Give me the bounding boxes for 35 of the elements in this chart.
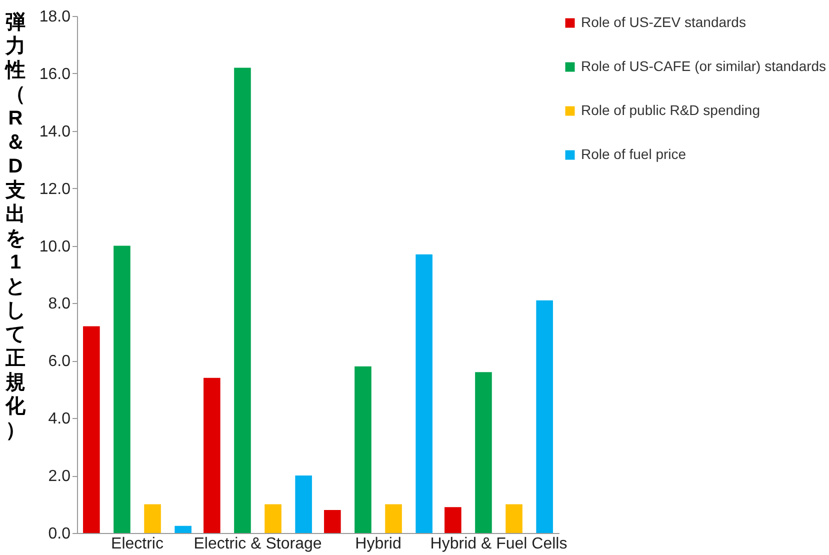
bar — [264, 504, 282, 533]
x-tick-label: Hybrid & Fuel Cells — [430, 536, 568, 552]
legend-label: Role of fuel price — [581, 146, 686, 162]
bar — [324, 510, 341, 533]
y-tick-label: 14.0 — [39, 123, 71, 140]
bar — [204, 378, 220, 533]
bar — [234, 68, 251, 533]
legend-label: Role of US-CAFE (or similar) standards — [581, 58, 826, 74]
x-tick-label: Electric & Storage — [194, 536, 322, 552]
bar — [174, 526, 192, 533]
legend-label: Role of public R&D spending — [581, 102, 760, 118]
bar — [444, 507, 462, 533]
bar — [506, 504, 522, 533]
y-tick-label: 4.0 — [48, 410, 71, 428]
bar — [416, 254, 432, 533]
legend-label: Role of US-ZEV standards — [581, 14, 746, 30]
y-tick-label: 6.0 — [48, 353, 71, 370]
bar — [354, 366, 372, 533]
text: 弾力性（R＆D支出を1として正規化） — [6, 12, 26, 442]
y-tick-label: 10.0 — [39, 238, 71, 256]
bar — [83, 326, 100, 533]
bar — [144, 504, 161, 533]
y-tick-label: 18.0 — [39, 8, 71, 26]
x-tick-label: Hybrid — [355, 536, 402, 552]
bar — [385, 504, 402, 533]
y-tick-label: 12.0 — [39, 180, 71, 198]
y-tick-label: 2.0 — [48, 468, 71, 486]
y-tick-label: 8.0 — [48, 296, 71, 313]
x-tick-label: Electric — [111, 536, 164, 552]
bar — [114, 246, 130, 533]
y-tick-label: 16.0 — [39, 66, 71, 83]
bar — [475, 372, 492, 533]
y-tick-label: 0.0 — [48, 526, 71, 542]
bar — [536, 300, 553, 533]
bar — [295, 476, 312, 533]
